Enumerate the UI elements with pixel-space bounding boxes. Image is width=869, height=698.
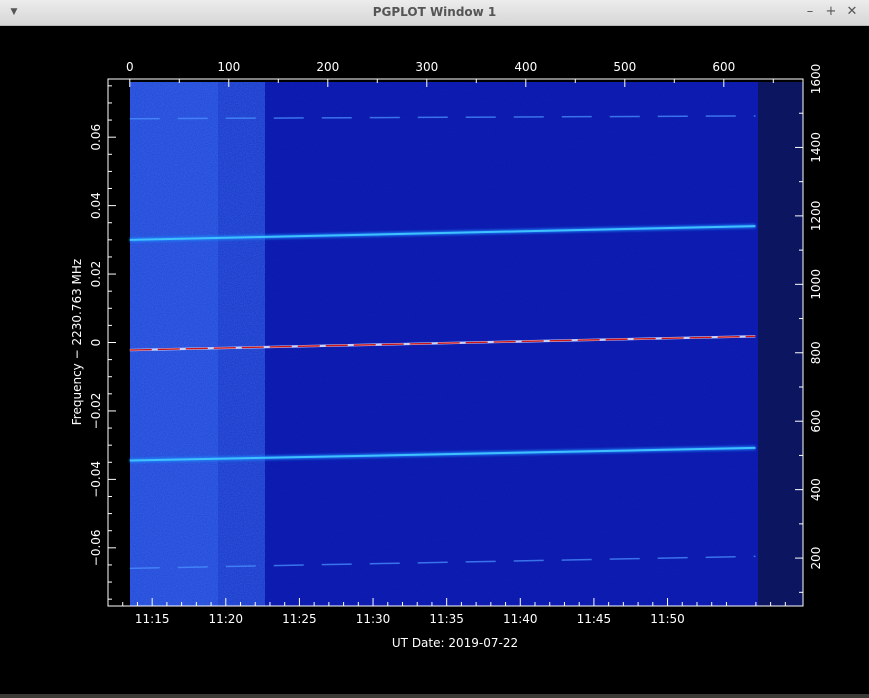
- top-tick-label: 500: [613, 60, 636, 74]
- bottom-tick-label: 11:15: [135, 612, 170, 626]
- minimize-icon[interactable]: –: [806, 4, 814, 19]
- image-region-empty: [758, 82, 803, 606]
- bottom-tick-label: 11:45: [577, 612, 612, 626]
- bottom-tick-label: 11:30: [356, 612, 391, 626]
- left-axis-labels: −0.06 −0.04 −0.02 0 0.02 0.04 0.06: [89, 124, 103, 566]
- right-tick-label: 800: [809, 341, 823, 364]
- left-tick-label: −0.02: [89, 393, 103, 430]
- plot-canvas: 0 100 200 300 400 500 600 11:15 11:20 11:25 11:30…: [0, 26, 869, 694]
- left-tick-label: 0.06: [89, 124, 103, 151]
- right-tick-label: 1000: [809, 269, 823, 300]
- left-tick-label: 0.02: [89, 261, 103, 288]
- top-axis-labels: 0 100 200 300 400 500 600: [126, 60, 735, 74]
- top-tick-label: 600: [712, 60, 735, 74]
- left-tick-label: 0.04: [89, 192, 103, 219]
- top-tick-label: 400: [514, 60, 537, 74]
- signal-traces: [129, 115, 756, 570]
- left-tick-label: −0.06: [89, 529, 103, 566]
- left-tick-label: −0.04: [89, 461, 103, 498]
- y-axis-title: Frequency − 2230.763 MHz: [70, 259, 84, 425]
- right-tick-label: 600: [809, 410, 823, 433]
- top-tick-label: 100: [217, 60, 240, 74]
- bottom-tick-label: 11:25: [282, 612, 317, 626]
- top-tick-label: 0: [126, 60, 134, 74]
- top-tick-label: 200: [316, 60, 339, 74]
- bottom-tick-label: 11:40: [503, 612, 538, 626]
- signal-trace: [129, 225, 756, 241]
- maximize-icon[interactable]: +: [825, 4, 837, 19]
- right-tick-label: 200: [809, 547, 823, 570]
- faint-signal-trace: [129, 555, 756, 570]
- bottom-tick-label: 11:20: [208, 612, 243, 626]
- right-tick-label: 1400: [809, 132, 823, 163]
- chevron-down-icon[interactable]: ▼: [10, 7, 18, 17]
- title-bar[interactable]: ▼ PGPLOT Window 1 – + ✕: [0, 0, 869, 26]
- bottom-axis-labels: 11:15 11:20 11:25 11:30 11:35 11:40 11:45 11:50: [135, 612, 685, 626]
- right-tick-label: 400: [809, 478, 823, 501]
- spectrogram-plot: 0 100 200 300 400 500 600 11:15 11:20 11:25 11:30…: [70, 60, 823, 650]
- image-noise-late: [265, 82, 758, 606]
- axis-ticks: [108, 78, 803, 606]
- left-tick-label: 0: [89, 339, 103, 347]
- window-title: PGPLOT Window 1: [372, 5, 497, 19]
- faint-signal-trace: [129, 115, 756, 120]
- x-axis-title: UT Date: 2019-07-22: [392, 636, 518, 650]
- top-tick-label: 300: [415, 60, 438, 74]
- bottom-tick-label: 11:35: [429, 612, 464, 626]
- spectrogram-image: [130, 82, 803, 606]
- carrier-trace: [129, 335, 756, 351]
- right-tick-label: 1200: [809, 201, 823, 232]
- right-axis-labels: 200 400 600 800 1000 1200 1400 1600: [809, 64, 823, 570]
- image-noise: [130, 82, 265, 606]
- signal-trace: [129, 446, 756, 462]
- close-icon[interactable]: ✕: [846, 4, 858, 19]
- right-tick-label: 1600: [809, 64, 823, 95]
- bottom-tick-label: 11:50: [650, 612, 685, 626]
